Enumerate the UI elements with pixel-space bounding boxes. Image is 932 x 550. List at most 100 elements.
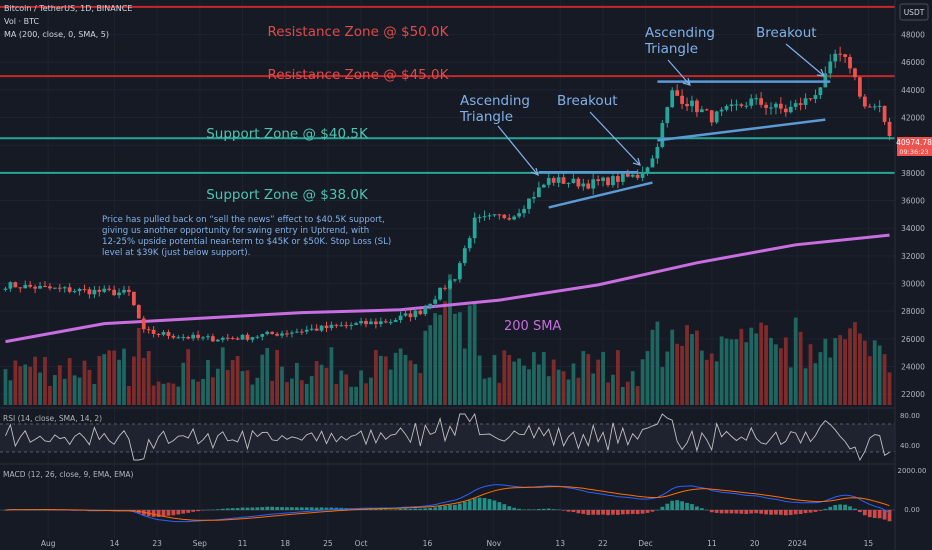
candle[interactable]: [862, 93, 867, 109]
candle[interactable]: [453, 278, 457, 283]
candle[interactable]: [270, 331, 275, 335]
candle[interactable]: [596, 175, 601, 186]
candle[interactable]: [92, 285, 97, 299]
candle[interactable]: [630, 173, 635, 178]
candle[interactable]: [685, 97, 689, 111]
candle[interactable]: [581, 178, 586, 191]
candle[interactable]: [695, 98, 699, 117]
candle[interactable]: [487, 213, 492, 220]
candle[interactable]: [324, 321, 329, 333]
candle[interactable]: [853, 67, 857, 81]
candle[interactable]: [398, 311, 403, 323]
candle[interactable]: [527, 198, 531, 214]
candle[interactable]: [52, 287, 57, 290]
candle[interactable]: [72, 288, 77, 294]
candle[interactable]: [467, 235, 472, 252]
candle[interactable]: [265, 330, 270, 336]
candle[interactable]: [611, 171, 615, 188]
candle[interactable]: [462, 245, 467, 266]
candle[interactable]: [783, 104, 788, 117]
candle[interactable]: [754, 94, 759, 105]
candle[interactable]: [699, 106, 704, 113]
candle[interactable]: [764, 102, 768, 115]
candle[interactable]: [704, 108, 709, 111]
candle[interactable]: [719, 107, 724, 117]
candle[interactable]: [294, 328, 299, 334]
candle[interactable]: [670, 87, 675, 109]
candle[interactable]: [403, 308, 408, 318]
candle[interactable]: [532, 191, 536, 204]
candle[interactable]: [433, 295, 438, 308]
candle[interactable]: [675, 84, 680, 96]
candle[interactable]: [38, 282, 42, 289]
candle[interactable]: [127, 285, 131, 296]
candle[interactable]: [206, 333, 210, 341]
candle[interactable]: [319, 325, 324, 333]
candle[interactable]: [13, 281, 18, 288]
candle[interactable]: [136, 304, 141, 319]
candle[interactable]: [220, 336, 225, 343]
candle[interactable]: [8, 281, 13, 292]
candle[interactable]: [640, 166, 645, 182]
candle[interactable]: [18, 287, 23, 293]
candle[interactable]: [186, 335, 191, 340]
candle[interactable]: [309, 324, 314, 332]
candle[interactable]: [107, 285, 112, 292]
candle[interactable]: [181, 333, 186, 341]
candle[interactable]: [339, 321, 344, 327]
candle[interactable]: [329, 321, 334, 331]
candle[interactable]: [606, 176, 610, 188]
candle[interactable]: [122, 285, 126, 295]
candle[interactable]: [843, 53, 847, 63]
candle[interactable]: [848, 54, 852, 74]
candle[interactable]: [734, 99, 739, 111]
candle[interactable]: [803, 93, 808, 110]
candle[interactable]: [33, 284, 37, 294]
candle[interactable]: [448, 278, 452, 290]
candle[interactable]: [428, 303, 433, 310]
candle[interactable]: [87, 286, 92, 299]
candle[interactable]: [176, 335, 181, 339]
candle[interactable]: [591, 173, 596, 195]
candle[interactable]: [774, 102, 778, 115]
candle[interactable]: [67, 283, 72, 294]
candle[interactable]: [314, 324, 319, 331]
candle[interactable]: [245, 332, 250, 342]
candle[interactable]: [112, 285, 117, 296]
candle[interactable]: [650, 155, 655, 168]
candle[interactable]: [887, 117, 892, 141]
candle[interactable]: [690, 95, 694, 113]
candle[interactable]: [299, 328, 304, 335]
candle[interactable]: [378, 317, 383, 328]
candle[interactable]: [3, 286, 8, 292]
candle[interactable]: [132, 291, 136, 307]
candle[interactable]: [334, 323, 339, 329]
candle[interactable]: [502, 214, 507, 220]
candle[interactable]: [48, 283, 52, 291]
candle[interactable]: [349, 322, 354, 330]
candle[interactable]: [680, 89, 684, 110]
candle[interactable]: [364, 318, 368, 328]
candle[interactable]: [285, 330, 289, 338]
candle[interactable]: [833, 49, 838, 69]
candle[interactable]: [818, 87, 823, 100]
candle[interactable]: [739, 103, 744, 108]
candle[interactable]: [146, 326, 151, 334]
candle[interactable]: [171, 333, 176, 340]
candle[interactable]: [57, 283, 62, 293]
candle[interactable]: [359, 317, 363, 326]
candle[interactable]: [156, 333, 161, 338]
candle[interactable]: [438, 287, 442, 301]
candle[interactable]: [808, 98, 813, 102]
candle[interactable]: [141, 315, 146, 333]
candle[interactable]: [97, 286, 102, 297]
candle[interactable]: [117, 288, 121, 299]
candle[interactable]: [423, 304, 428, 317]
candle[interactable]: [724, 104, 729, 112]
candle[interactable]: [443, 284, 447, 291]
candle[interactable]: [793, 99, 798, 110]
candle[interactable]: [62, 286, 67, 293]
candle[interactable]: [393, 317, 398, 323]
candle[interactable]: [191, 332, 196, 341]
